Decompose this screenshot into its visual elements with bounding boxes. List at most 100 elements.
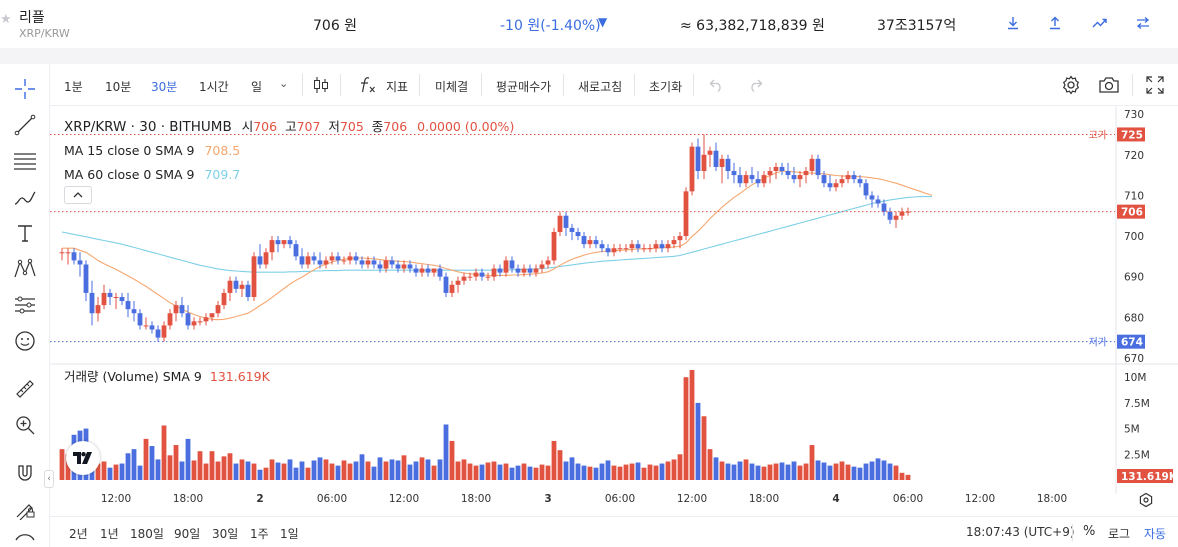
interval-10m[interactable]: 10분 (105, 80, 132, 94)
undo-icon[interactable] (708, 76, 726, 94)
pattern-tool-icon[interactable] (12, 256, 38, 282)
candles (59, 134, 911, 342)
forecast-tool-icon[interactable] (12, 292, 38, 318)
volume-bar (665, 461, 671, 480)
volume-bar (479, 464, 485, 480)
candle-body (455, 280, 461, 285)
candle-body (107, 292, 113, 297)
indicators-button[interactable]: 지표 (386, 80, 409, 94)
favorite-star-icon[interactable]: ★ (0, 12, 12, 27)
coin-name: 리플 (19, 10, 45, 26)
volume-bar (809, 445, 815, 480)
time-tick-label: 12:00 (965, 493, 995, 505)
market-cap: 37조3157억 (877, 18, 957, 34)
fullscreen-icon[interactable] (1144, 74, 1166, 96)
range-2y[interactable]: 2년 (69, 527, 88, 541)
legend-ma60-row[interactable]: MA 60 close 0 SMA 9 709.7 (64, 163, 514, 187)
camera-screenshot-icon[interactable] (1097, 74, 1121, 96)
volume-bar (677, 454, 683, 480)
ma60-value: 709.7 (204, 167, 241, 182)
low-value: 705 (339, 119, 364, 134)
volume-bar (671, 459, 677, 480)
volume-bar (887, 463, 893, 480)
volume-bar (161, 425, 167, 480)
volume-bar (899, 472, 905, 480)
tradingview-logo-icon[interactable] (66, 441, 100, 475)
symbol-label: XRP/KRW · 30 · BITHUMB (64, 119, 232, 135)
candle-body (725, 158, 731, 172)
lock-drawing-tool-icon[interactable] (12, 496, 38, 522)
candle-body (803, 171, 809, 176)
candle-body (533, 268, 539, 273)
volume-bar (359, 454, 365, 480)
upload-icon[interactable] (1046, 14, 1064, 32)
emoji-tool-icon[interactable] (12, 328, 38, 354)
volume-tick-label: 2.5M (1124, 449, 1150, 461)
volume-legend[interactable]: 거래량 (Volume) SMA 9 131.619K (64, 368, 270, 386)
interval-30m[interactable]: 30분 (151, 80, 178, 94)
volume-bar (425, 459, 431, 480)
reset-button[interactable]: 초기화 (649, 80, 683, 94)
range-180d[interactable]: 180일 (130, 527, 164, 541)
change-down-arrow-icon: ▼ (598, 15, 608, 29)
candle-body (827, 183, 833, 188)
price-tick-label: 680 (1124, 312, 1144, 324)
collapse-toolbar-icon[interactable]: ‹ (44, 470, 54, 488)
volume-bar (311, 460, 317, 480)
range-1d[interactable]: 1일 (280, 527, 299, 541)
volume-bar (299, 461, 305, 480)
range-1y[interactable]: 1년 (100, 527, 119, 541)
low-label: 저 (328, 119, 340, 134)
indicators-fx-icon[interactable] (358, 75, 378, 95)
legend-ma15-row[interactable]: MA 15 close 0 SMA 9 708.5 (64, 139, 514, 163)
legend-collapse-chevron-icon[interactable] (64, 186, 92, 204)
candle-body (299, 256, 305, 265)
range-1w[interactable]: 1주 (250, 527, 269, 541)
swap-icon[interactable] (1134, 14, 1152, 32)
magnet-tool-icon[interactable] (12, 460, 38, 486)
crosshair-tool-icon[interactable] (12, 76, 38, 102)
time-tick-label: 12:00 (677, 493, 707, 505)
text-tool-icon[interactable] (12, 220, 38, 246)
chart-type-candles-icon[interactable] (311, 75, 331, 95)
settings-gear-icon[interactable] (1060, 74, 1082, 96)
fib-levels-tool-icon[interactable] (12, 148, 38, 174)
interval-1h[interactable]: 1시간 (199, 80, 229, 94)
download-icon[interactable] (1004, 14, 1022, 32)
percent-scale-toggle[interactable]: % (1083, 524, 1096, 539)
volume-bars (59, 370, 911, 480)
eye-tool-icon[interactable] (12, 530, 38, 547)
interval-day[interactable]: 일 (251, 80, 263, 94)
interval-dropdown-icon[interactable]: ⌄ (279, 77, 289, 90)
redo-icon[interactable] (746, 76, 764, 94)
zoom-in-tool-icon[interactable] (12, 412, 38, 438)
utc-clock[interactable]: 18:07:43 (UTC+9) (966, 525, 1075, 539)
unfilled-orders-button[interactable]: 미체결 (435, 80, 469, 94)
candle-body (581, 236, 587, 245)
candle-body (395, 264, 401, 269)
ruler-tool-icon[interactable] (12, 376, 38, 402)
refresh-button[interactable]: 새로고침 (578, 80, 623, 94)
volume-bar (263, 467, 269, 480)
candle-body (527, 268, 533, 273)
log-scale-toggle[interactable]: 로그 (1108, 527, 1131, 541)
volume-bar (635, 462, 641, 480)
candle-body (71, 252, 77, 261)
candle-body (323, 260, 329, 265)
brush-tool-icon[interactable] (12, 184, 38, 210)
interval-1m[interactable]: 1분 (64, 80, 83, 94)
time-tick-label: 06:00 (893, 493, 923, 505)
trend-chart-icon[interactable] (1091, 14, 1109, 32)
trendline-tool-icon[interactable] (12, 112, 38, 138)
range-90d[interactable]: 90일 (174, 527, 201, 541)
candle-body (863, 183, 869, 196)
candle-body (197, 321, 203, 323)
scale-settings-icon[interactable] (1137, 491, 1155, 509)
candle-body (713, 150, 719, 167)
volume-bar (407, 464, 413, 480)
avg-buy-price-button[interactable]: 평균매수가 (496, 80, 552, 94)
auto-scale-toggle[interactable]: 자동 (1144, 527, 1167, 541)
range-30d[interactable]: 30일 (212, 527, 239, 541)
